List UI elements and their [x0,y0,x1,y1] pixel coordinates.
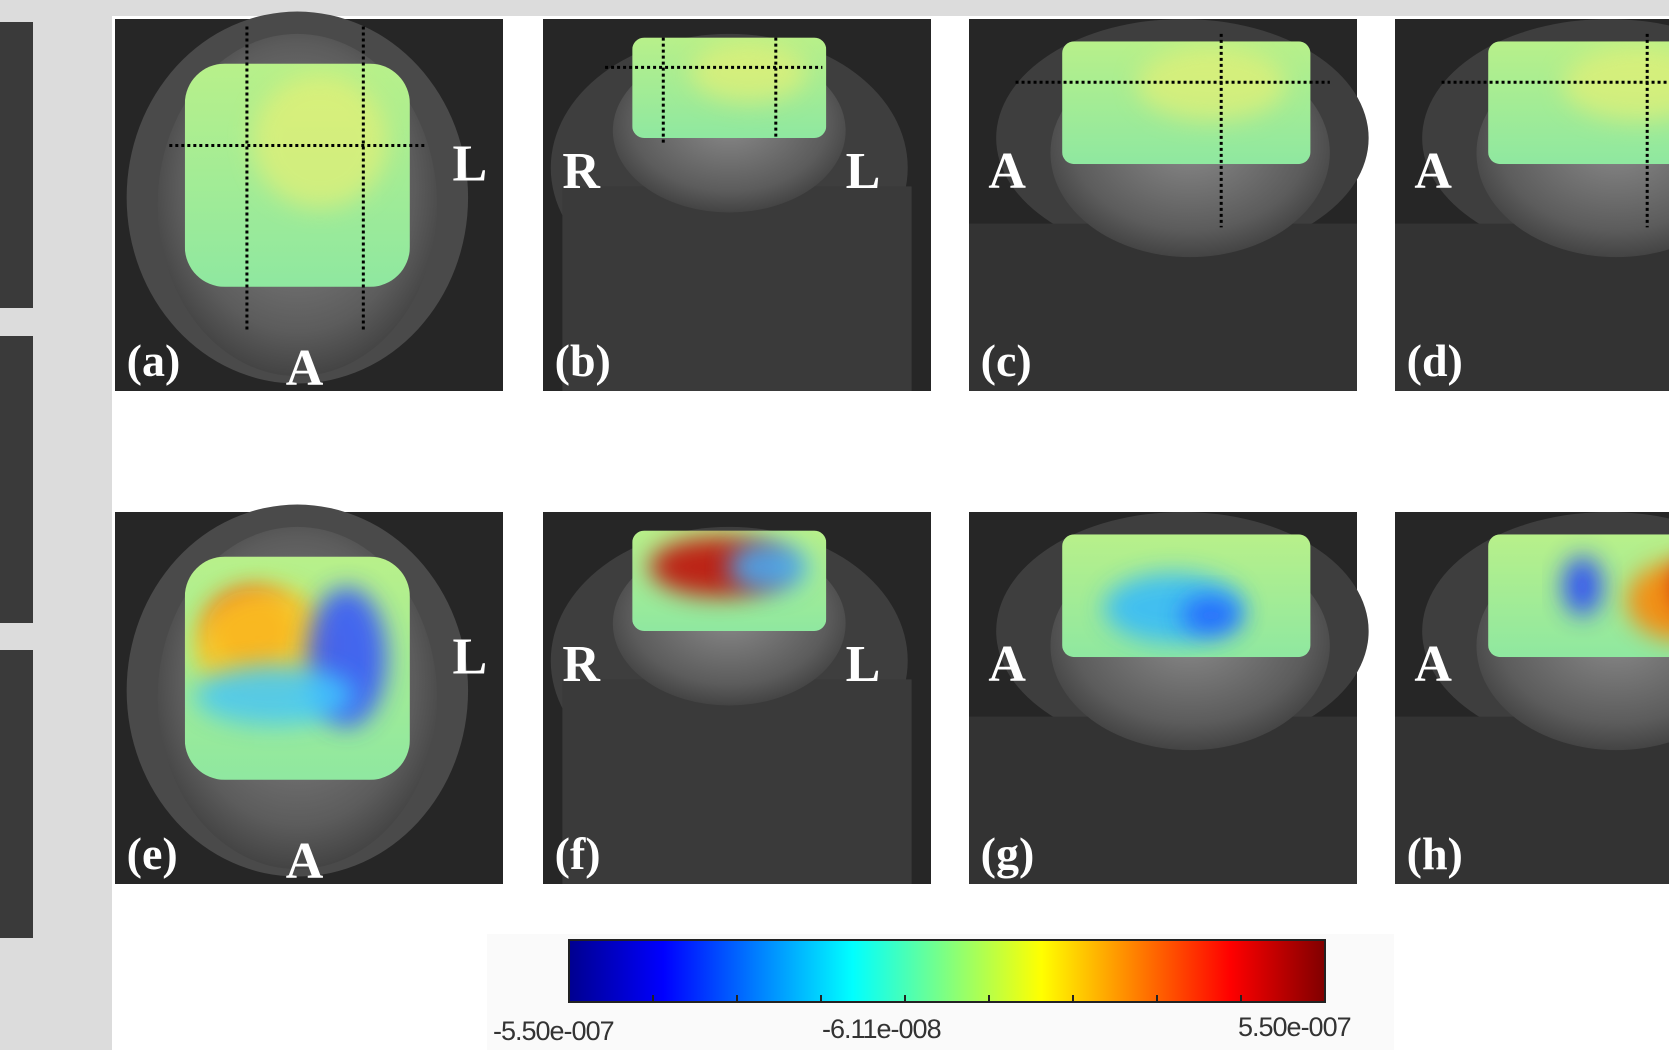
overlay-tint [690,42,807,103]
activation-overlay [184,556,410,780]
orientation-label: A [988,636,1026,693]
image-panel: (h) A [1395,512,1669,884]
orientation-label: A [286,340,324,397]
orientation-label: A [988,143,1026,200]
overlay-tint [252,74,388,209]
activation-overlay [1062,41,1311,165]
activation-overlay [632,37,827,139]
orientation-label: R [562,636,601,693]
image-panel: (g) A [969,512,1369,884]
colorbar-ticks [652,995,1242,1002]
thumbnail [0,650,33,938]
image-panel: (f) R L [543,512,931,884]
panel-label: (a) [127,335,181,386]
thumbnail [0,336,33,623]
activation-blob [194,665,355,726]
orientation-label: R [562,143,601,200]
orientation-label: L [453,135,488,192]
activation-blob [1181,595,1242,636]
panel-label: (h) [1407,828,1463,879]
side-gutter [37,0,112,1050]
image-panel: (d) A [1395,19,1669,391]
panel-label: (g) [981,828,1035,879]
orientation-label: L [846,143,881,200]
panel-label: (f) [555,828,601,879]
colorbar-label: 5.50e-007 [1238,1012,1351,1042]
activation-blob [728,541,809,592]
panel-grid: (a) L A (b) R L (c) A (d) A (e) L A (f) R L (g) A (h) A [115,11,1669,890]
neck [562,186,912,391]
top-bar [0,0,1669,16]
activation-blob [1626,560,1669,641]
panel-label: (e) [127,828,178,879]
colorbar: -5.50e-007 -6.11e-008 5.50e-007 [487,934,1394,1050]
activation-overlay [1488,41,1669,165]
image-panel: (a) L A [115,11,503,397]
image-panel: (c) A [969,19,1369,391]
orientation-label: L [453,628,488,685]
activation-overlay [1062,534,1311,658]
orientation-label: A [286,833,324,890]
orientation-label: A [1414,636,1452,693]
neck [562,679,912,884]
image-panel: (b) R L [543,19,931,391]
activation-overlay [632,530,827,632]
activation-blob [1562,555,1603,616]
overlay-tint [1562,47,1669,122]
colorbar-label: -6.11e-008 [822,1014,941,1044]
orientation-label: A [1414,143,1452,200]
activation-overlay [184,63,410,287]
panel-label: (c) [981,335,1032,386]
panel-label: (b) [555,335,611,386]
orientation-label: L [846,636,881,693]
colorbar-label: -5.50e-007 [493,1016,614,1046]
image-panel: (e) L A [115,504,503,890]
activation-overlay [1488,534,1669,658]
thumbnail [0,22,33,308]
colorbar-gradient [568,939,1326,1003]
overlay-tint [1136,47,1286,122]
panel-label: (d) [1407,335,1463,386]
